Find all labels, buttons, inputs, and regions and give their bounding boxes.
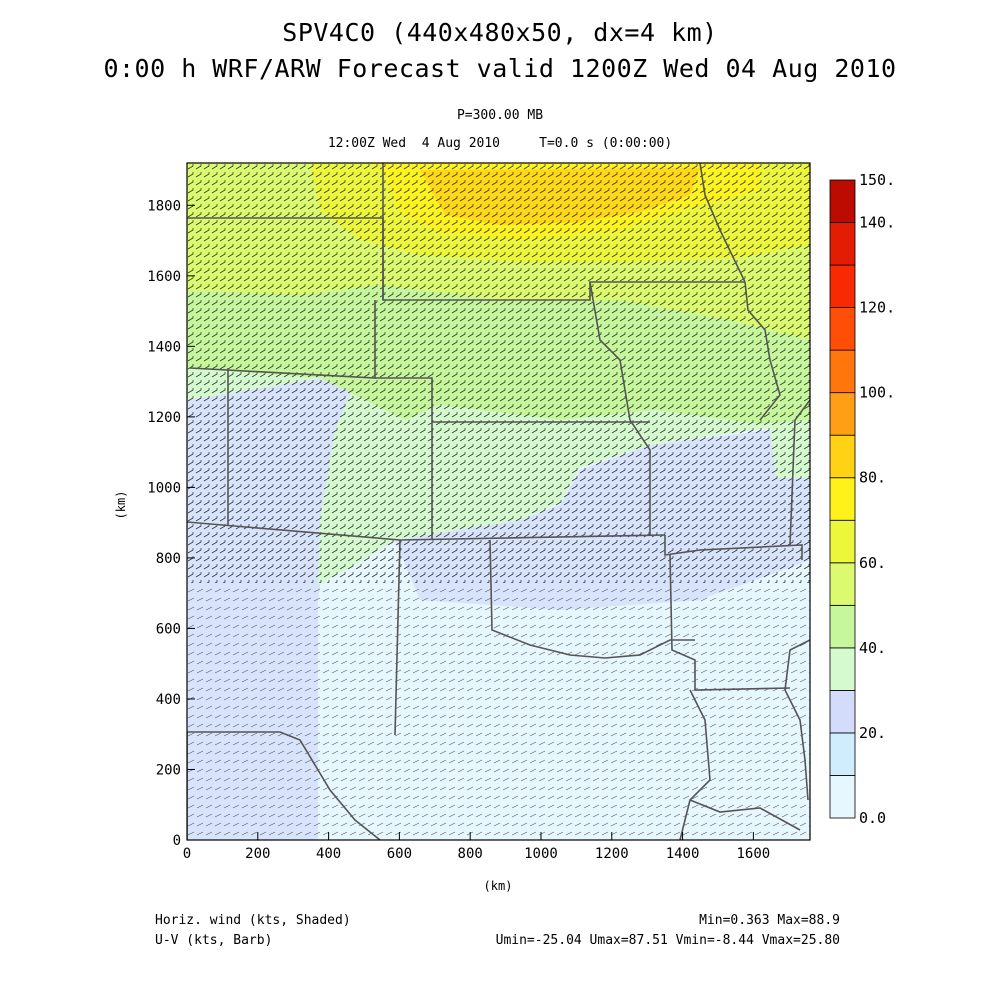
colorbar-label: 40. — [859, 639, 886, 657]
colorbar-label: 120. — [859, 299, 895, 317]
y-axis-label: (km) — [114, 491, 128, 520]
x-tick-label: 800 — [458, 846, 483, 862]
figure-title: SPV4C0 (440x480x50, dx=4 km) — [282, 18, 718, 47]
x-axis: 0 200 400 600 800 1000 1200 1400 1600 — [183, 832, 770, 862]
y-tick-label: 1800 — [147, 198, 181, 214]
colorbar-segment — [829, 562, 856, 606]
shaded-field-label: Horiz. wind (kts, Shaded) — [155, 913, 351, 928]
x-tick-label: 600 — [387, 846, 412, 862]
colorbar-segment — [829, 519, 856, 564]
wind-barbs-south — [187, 583, 810, 840]
x-tick-label: 1600 — [737, 846, 771, 862]
model-time: 12:00Z Wed 4 Aug 2010 T=0.0 s (0:00:00) — [327, 136, 673, 151]
x-tick-label: 400 — [316, 846, 341, 862]
y-tick-label: 1400 — [147, 339, 181, 355]
x-tick-label: 1000 — [524, 846, 558, 862]
colorbar-segment — [829, 179, 856, 223]
y-tick-label: 800 — [156, 551, 181, 567]
colorbar: 0.0 20. 40. 60. 80. 100. 120. 140. 150. — [829, 171, 895, 827]
colorbar-segment — [829, 222, 856, 266]
colorbar-segment — [829, 647, 856, 691]
y-tick-label: 600 — [156, 621, 181, 637]
field-min-max: Min=0.363 Max=88.9 — [699, 913, 840, 928]
colorbar-label: 60. — [859, 554, 886, 572]
y-tick-label: 1600 — [147, 269, 181, 285]
colorbar-segment — [829, 690, 856, 734]
x-tick-label: 1200 — [595, 846, 629, 862]
colorbar-label: 80. — [859, 469, 886, 487]
y-tick-label: 200 — [156, 762, 181, 778]
barb-field-label: U-V (kts, Barb) — [155, 933, 273, 948]
colorbar-segment — [829, 349, 856, 394]
forecast-valid-time: 0:00 h WRF/ARW Forecast valid 1200Z Wed … — [103, 54, 897, 83]
colorbar-segment — [829, 775, 856, 819]
colorbar-segment — [829, 307, 856, 351]
colorbar-segment — [829, 434, 856, 479]
colorbar-label: 140. — [859, 214, 895, 232]
colorbar-segment — [829, 604, 856, 649]
y-tick-label: 1000 — [147, 480, 181, 496]
colorbar-segment — [829, 477, 856, 521]
uv-min-max: Umin=-25.04 Umax=87.51 Vmin=-8.44 Vmax=2… — [495, 933, 840, 948]
y-tick-label: 0 — [173, 833, 181, 849]
y-tick-label: 400 — [156, 692, 181, 708]
colorbar-label: 0.0 — [859, 809, 886, 827]
plot-frame — [186, 162, 811, 841]
colorbar-segment — [829, 392, 856, 436]
state-boundaries — [187, 163, 810, 840]
x-tick-label: 200 — [245, 846, 270, 862]
y-tick-label: 1200 — [147, 410, 181, 426]
colorbar-label: 150. — [859, 171, 895, 189]
colorbar-label: 20. — [859, 724, 886, 742]
colorbar-segment — [829, 732, 856, 776]
pressure-level: P=300.00 MB — [456, 108, 544, 123]
x-tick-label: 0 — [183, 846, 191, 862]
y-axis: 0 200 400 600 800 1000 1200 1400 1600 1800 — [147, 198, 195, 849]
shaded-wind-field — [187, 163, 810, 840]
x-tick-label: 1400 — [666, 846, 700, 862]
x-axis-label: (km) — [484, 879, 513, 893]
colorbar-segment — [829, 264, 856, 309]
colorbar-label: 100. — [859, 384, 895, 402]
